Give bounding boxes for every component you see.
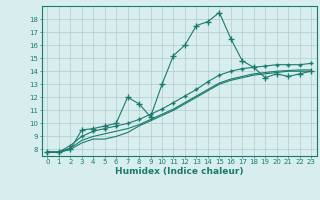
X-axis label: Humidex (Indice chaleur): Humidex (Indice chaleur) xyxy=(115,167,244,176)
